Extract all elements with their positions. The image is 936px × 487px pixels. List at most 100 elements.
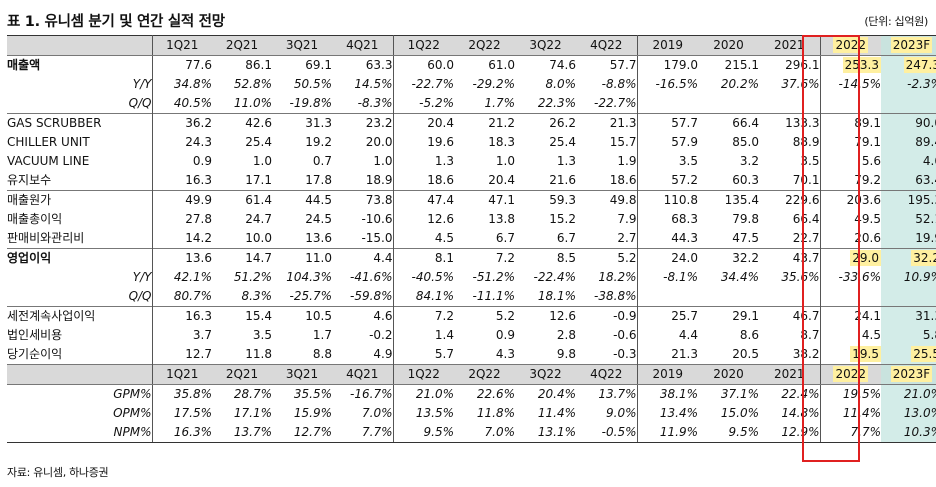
- table-cell: 25.4: [549, 135, 576, 149]
- table-header-row-repeat: 1Q21 2Q21 3Q21 4Q21 1Q22 2Q22 3Q22 4Q22 2019 2020…: [7, 364, 936, 385]
- table-cell: 19.6: [427, 135, 454, 149]
- table-header-row: 1Q21 2Q21 3Q21 4Q21 1Q22 2Q22 3Q22 4Q22 2019 2020…: [7, 35, 936, 56]
- row-label: 매출원가: [7, 190, 153, 210]
- table-cell: 40.5%: [173, 96, 212, 110]
- table-cell: 8.6: [739, 328, 759, 342]
- table-cell: 38.1%: [659, 387, 698, 401]
- table-cell: 13.7%: [576, 384, 638, 404]
- table-cell: 80.7%: [173, 289, 212, 303]
- column-header: 2Q22: [454, 364, 515, 385]
- table-row: 당기순이익 12.7 11.8 8.8 4.9 5.7 4.3 9.8 -0.3 21.3 20.5…: [7, 345, 936, 365]
- row-label: 매출액: [7, 55, 153, 75]
- table-cell: 10.5: [272, 306, 332, 326]
- table-cell: 31.3: [881, 306, 936, 326]
- table-cell: 24.7: [245, 212, 272, 226]
- table-row: GAS SCRUBBER 36.2 42.6 31.3 23.2 20.4 21.2 26.2…: [7, 113, 936, 133]
- column-header: 2021: [759, 35, 821, 56]
- table-cell: 22.7: [759, 229, 821, 249]
- table-cell: 21.0%: [415, 387, 454, 401]
- table-cell: 28.7%: [233, 387, 272, 401]
- table-cell: 11.0: [272, 248, 332, 268]
- table-cell: 8.7: [759, 326, 821, 345]
- table-cell: 24.0: [637, 248, 698, 268]
- table-row: 매출총이익 27.8 24.7 24.5 -10.6 12.6 13.8 15.2 7.9 68.…: [7, 210, 936, 229]
- table-cell: 6.7: [495, 231, 515, 245]
- table-row: OPM% 17.5% 17.1% 15.9% 7.0% 13.5% 11.8% 11.4% 9.…: [7, 404, 936, 423]
- table-cell: 12.7%: [272, 423, 332, 443]
- column-header: 3Q22: [515, 364, 576, 385]
- table-cell: 4.4: [332, 248, 394, 268]
- table-cell: 36.2: [152, 113, 212, 133]
- table-cell: 13.0%: [881, 404, 936, 423]
- table-cell: [698, 94, 759, 114]
- table-cell: 12.6: [427, 212, 454, 226]
- table-cell: 52.8%: [233, 77, 272, 91]
- table-cell: 60.3: [732, 173, 759, 187]
- column-header: 2020: [698, 364, 759, 385]
- table-cell: 4.9: [332, 345, 394, 365]
- table-cell: 15.4: [212, 306, 272, 326]
- table-cell: 86.1: [245, 58, 272, 72]
- column-header: 3Q22: [515, 35, 576, 56]
- table-cell: 13.6: [152, 248, 212, 268]
- table-cell: 69.1: [305, 58, 332, 72]
- table-cell: 4.5: [861, 328, 881, 342]
- table-cell: 21.6: [549, 173, 576, 187]
- table-row: 세전계속사업이익 16.3 15.4 10.5 4.6 7.2 5.2 12.6 -0.9 25.…: [7, 306, 936, 326]
- table-cell: -0.5%: [576, 423, 638, 443]
- table-cell: 3.5: [252, 328, 272, 342]
- column-header: 1Q22: [393, 35, 454, 56]
- table-cell: -22.7%: [411, 77, 454, 91]
- table-cell: 25.4: [245, 135, 272, 149]
- row-label: VACUUM LINE: [7, 152, 153, 171]
- table-cell: 23.2: [332, 113, 394, 133]
- table-row: Y/Y 42.1% 51.2% 104.3% -41.6% -40.5% -51.2% -22…: [7, 268, 936, 287]
- table-cell: -2.3%: [881, 75, 936, 94]
- table-cell: 22.3%: [537, 96, 576, 110]
- table-cell: 22.4%: [759, 384, 821, 404]
- table-cell: 25.5: [881, 345, 936, 365]
- table-cell: 88.9: [759, 133, 821, 152]
- table-cell: 10.0: [245, 231, 272, 245]
- table-cell: 179.0: [663, 58, 698, 72]
- table-cell: 35.8%: [173, 387, 212, 401]
- table-cell: 1.0: [252, 154, 272, 168]
- table-cell: 17.8: [305, 173, 332, 187]
- column-header: 4Q22: [576, 35, 638, 56]
- table-cell: 77.6: [185, 58, 212, 72]
- table-cell: 44.3: [671, 231, 698, 245]
- table-cell: 85.0: [732, 135, 759, 149]
- table-cell: 52.1: [881, 210, 936, 229]
- table-cell: 9.0%: [576, 404, 638, 423]
- table-cell: 5.7: [434, 347, 454, 361]
- table-cell: 51.2%: [233, 270, 272, 284]
- table-cell: 9.8: [556, 347, 576, 361]
- table-cell: 70.1: [759, 171, 821, 191]
- header-corner: [7, 35, 153, 56]
- table-cell: -8.3%: [332, 94, 394, 114]
- table-cell: 24.3: [185, 135, 212, 149]
- table-cell: 27.8: [185, 212, 212, 226]
- table-cell: 13.5%: [415, 406, 454, 420]
- table-cell: 13.1%: [515, 423, 576, 443]
- table-cell: 29.1: [698, 306, 759, 326]
- table-cell: 6.7: [556, 231, 576, 245]
- table-cell: -0.6: [576, 326, 638, 345]
- row-label: 당기순이익: [7, 345, 153, 365]
- table-cell: 13.7%: [212, 423, 272, 443]
- table-cell: 35.6%: [759, 268, 821, 287]
- table-cell: 11.8: [245, 347, 272, 361]
- column-header: 1Q22: [393, 364, 454, 385]
- table-cell: 61.0: [488, 58, 515, 72]
- table-cell: 18.2%: [576, 268, 638, 287]
- table-cell: 66.4: [759, 210, 821, 229]
- table-cell: 2.8: [556, 328, 576, 342]
- table-cell: 49.8: [576, 190, 638, 210]
- table-cell: 17.1%: [233, 406, 272, 420]
- table-cell: 0.7: [312, 154, 332, 168]
- row-label: Q/Q: [7, 94, 153, 114]
- table-cell: 24.5: [305, 212, 332, 226]
- table-cell: 14.2: [185, 231, 212, 245]
- table-cell: 13.8: [488, 212, 515, 226]
- table-cell: 18.6: [427, 173, 454, 187]
